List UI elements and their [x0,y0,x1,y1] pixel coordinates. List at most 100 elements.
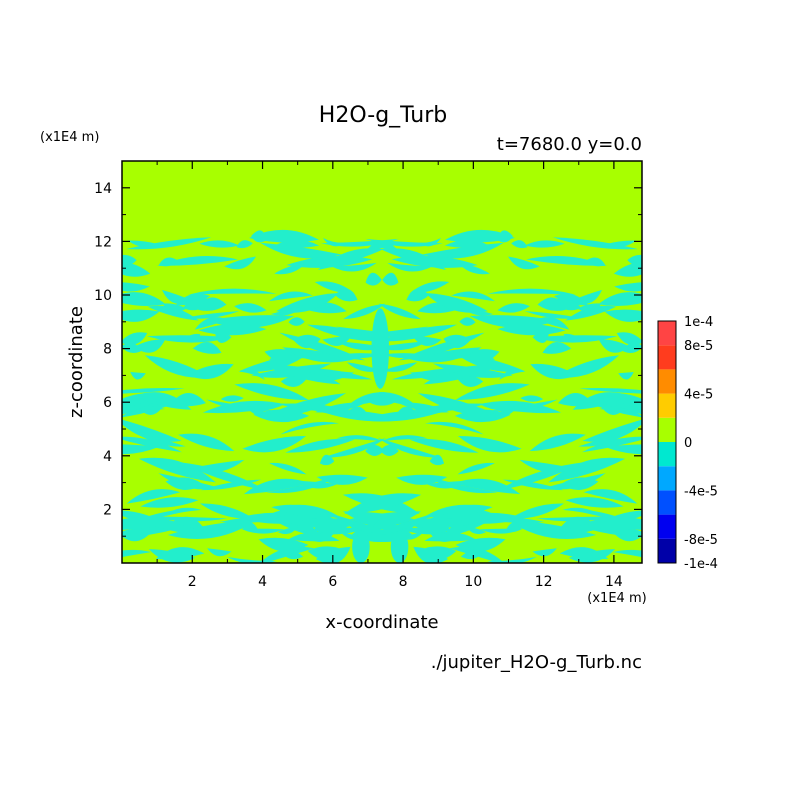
turbulence-streak [376,340,429,351]
turbulence-streak [510,503,564,519]
y-axis-title: z-coordinate [66,306,87,418]
turbulence-streak [122,254,137,266]
turbulence-streak [391,255,478,268]
turbulence-streak [288,317,305,326]
turbulence-streak [511,240,528,249]
turbulence-streak [429,454,445,466]
turbulence-streak [432,363,513,378]
turbulence-streak [122,388,185,394]
turbulence-streak [582,436,642,453]
turbulence-streak [398,332,485,361]
turbulence-streak [122,397,165,420]
turbulence-streak [199,240,240,248]
colorbar-segment [658,514,676,539]
turbulence-streak [565,497,624,508]
turbulence-streak [336,435,383,442]
y-tick-label: 4 [103,449,112,465]
turbulence-streak [618,371,634,380]
turbulence-streak [122,282,150,292]
turbulence-streak [148,549,196,563]
turbulence-streak [429,531,454,542]
turbulence-streak [321,437,387,458]
turbulence-streak [158,257,178,267]
turbulence-streak [422,242,504,259]
turbulence-streak [242,436,306,453]
y-tick-label: 14 [94,181,112,197]
turbulence-streak [577,303,602,312]
turbulence-streak [565,305,617,321]
turbulence-streak [146,335,232,343]
turbulence-streak [220,395,244,402]
turbulence-streak [285,438,355,453]
turbulence-streak [602,406,625,415]
turbulence-streak [572,392,630,410]
turbulence-streak [260,242,342,259]
y-tick-label: 2 [103,502,112,518]
turbulence-streak [286,255,373,268]
turbulence-streak [277,527,298,535]
colorbar: 1e-4 8e-5 4e-5 0 -4e-5 -8e-5 -1e-4 [657,315,718,572]
turbulence-streak [498,369,526,380]
turbulence-streak [616,332,642,345]
turbulence-streak [161,507,202,517]
turbulence-streak [568,549,616,563]
turbulence-streak [305,403,336,414]
colorbar-segment [658,321,676,346]
turbulence-streak [408,347,482,363]
turbulence-streak [537,297,566,311]
turbulence-streak [412,335,442,346]
turbulence-streak [548,457,626,483]
turbulence-streak [428,403,459,414]
turbulence-streak [192,342,222,354]
turbulence-streak [122,292,166,306]
turbulence-streak [458,436,522,453]
turbulence-streak [198,297,227,311]
turbulence-streak [381,435,428,442]
turbulence-streak [497,230,513,243]
turbulence-streak [532,548,557,557]
colorbar-frame [657,320,677,564]
turbulence-streak [361,512,436,537]
turbulence-streak [497,324,566,336]
x-tick-label: 8 [399,574,408,590]
x-tick-label: 10 [464,574,482,590]
turbulence-streak [532,335,618,343]
turbulence-streak [319,454,335,466]
turbulence-streak [161,289,193,304]
turbulence-streak [466,527,487,535]
plume [352,530,370,563]
turbulence-streak [622,342,642,353]
y-tick-label: 6 [103,395,112,411]
turbulence-streak [378,324,457,342]
turbulence-streak [122,444,160,455]
turbulence-streak [188,288,277,295]
turbulence-streak [387,262,433,272]
turbulence-streak [139,406,162,415]
y-axis: 2 4 6 8 10 12 14 [94,181,642,537]
turbulence-streak [425,421,484,435]
x-axis-title: x-coordinate [325,612,438,633]
turbulence-streak [578,432,630,447]
turbulence-streak [417,237,442,247]
turbulence-streak [520,395,544,402]
turbulence-streak [271,504,334,520]
turbulence-streak [316,474,368,485]
turbulence-streak [266,474,340,494]
turbulence-streak [614,282,642,292]
turbulence-streak [365,272,382,286]
turbulence-streak [582,417,642,442]
plume [390,530,409,563]
turbulence-streak [383,362,418,372]
turbulence-streak [147,305,199,321]
turbulence-streak [382,272,399,286]
turbulence-streak [587,517,642,530]
colorbar-tick-label: 4e-5 [684,388,713,403]
turbulence-streak [122,342,142,353]
turbulence-streak [282,347,356,363]
colorbar-tick-label: -1e-4 [684,557,718,572]
turbulence-streak [122,309,160,322]
turbulence-streak [524,240,565,248]
turbulence-streak [571,289,603,304]
turbulence-streak [391,367,470,380]
turbulence-streak [134,339,166,353]
